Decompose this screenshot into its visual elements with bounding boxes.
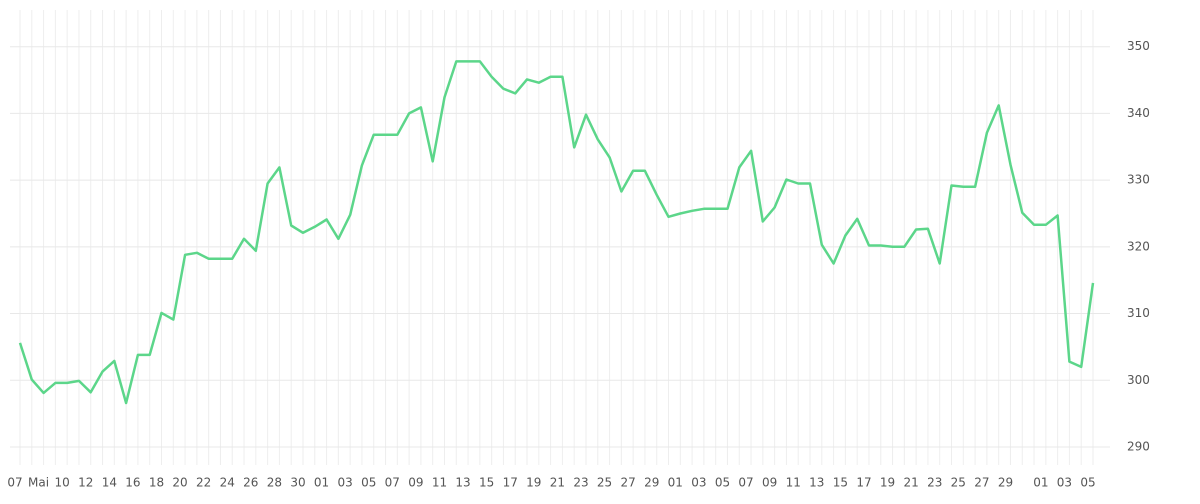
y-tick-label: 350 [1127, 39, 1150, 53]
x-tick-label: 17 [856, 476, 871, 490]
x-tick-label: 29 [998, 476, 1013, 490]
data-line [18, 60, 1095, 405]
x-tick-label: Mai [28, 476, 49, 490]
plot-background [10, 10, 1110, 465]
x-tick-label: 01 [1033, 476, 1048, 490]
x-tick-label: 30 [290, 476, 305, 490]
x-tick-label: 28 [267, 476, 282, 490]
x-tick-label: 19 [526, 476, 541, 490]
x-tick-label: 21 [550, 476, 565, 490]
x-tick-label: 16 [125, 476, 140, 490]
x-tick-label: 05 [361, 476, 376, 490]
y-tick-label: 330 [1127, 173, 1150, 187]
x-tick-label: 01 [314, 476, 329, 490]
x-tick-label: 13 [455, 476, 470, 490]
x-tick-label: 05 [715, 476, 730, 490]
x-tick-label: 25 [597, 476, 612, 490]
x-tick-label: 19 [880, 476, 895, 490]
x-tick-label: 07 [385, 476, 400, 490]
x-tick-label: 03 [1057, 476, 1072, 490]
x-tick-label: 26 [243, 476, 258, 490]
x-tick-label: 18 [149, 476, 164, 490]
y-tick-label: 290 [1127, 439, 1150, 453]
x-tick-label: 11 [786, 476, 801, 490]
x-tick-label: 12 [78, 476, 93, 490]
x-tick-label: 27 [974, 476, 989, 490]
x-tick-label: 17 [503, 476, 518, 490]
y-tick-label: 300 [1127, 373, 1150, 387]
x-tick-label: 03 [338, 476, 353, 490]
x-tick-label: 10 [55, 476, 70, 490]
x-tick-label: 03 [691, 476, 706, 490]
x-tick-label: 07 [7, 476, 22, 490]
x-tick-label: 22 [196, 476, 211, 490]
y-tick-label: 320 [1127, 239, 1150, 253]
x-tick-label: 15 [479, 476, 494, 490]
x-tick-label: 09 [408, 476, 423, 490]
x-tick-label: 20 [172, 476, 187, 490]
x-tick-label: 14 [102, 476, 117, 490]
x-tick-label: 27 [621, 476, 636, 490]
x-tick-label: 07 [738, 476, 753, 490]
x-tick-label: 24 [220, 476, 235, 490]
x-tick-label: 05 [1080, 476, 1095, 490]
y-tick-label: 340 [1127, 106, 1150, 120]
y-tick-label: 310 [1127, 306, 1150, 320]
x-tick-label: 25 [951, 476, 966, 490]
x-tick-label: 15 [833, 476, 848, 490]
x-tick-label: 21 [903, 476, 918, 490]
x-tick-label: 13 [809, 476, 824, 490]
x-tick-label: 23 [573, 476, 588, 490]
x-tick-label: 01 [668, 476, 683, 490]
x-tick-label: 23 [927, 476, 942, 490]
x-tick-label: 29 [644, 476, 659, 490]
x-tick-label: 09 [762, 476, 777, 490]
x-tick-label: 11 [432, 476, 447, 490]
